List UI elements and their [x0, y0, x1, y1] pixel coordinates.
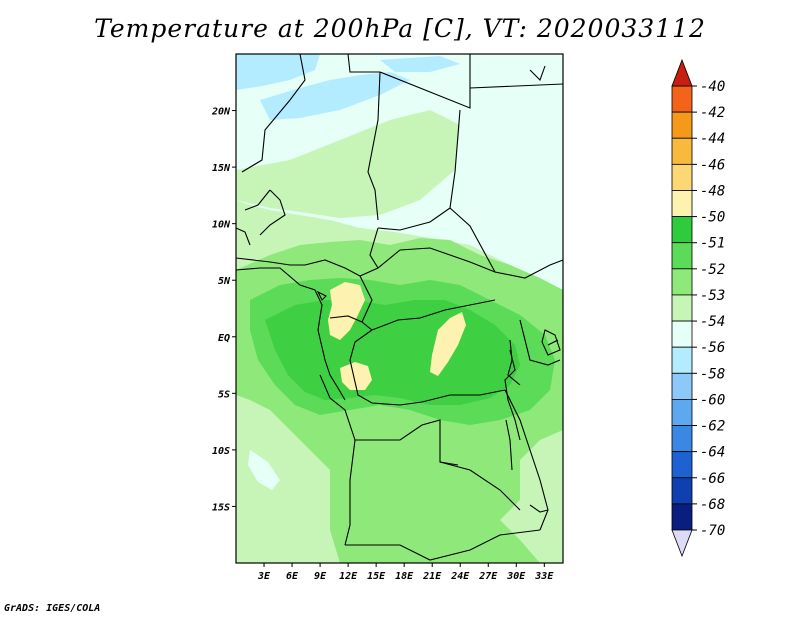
map-area	[235, 53, 564, 564]
lat-label: EQ	[218, 333, 230, 344]
colorbar-swatch	[671, 111, 693, 139]
field-band-50-blob-2	[340, 362, 372, 390]
lat-label: 20N	[211, 107, 231, 118]
colorbar-swatch	[671, 294, 693, 322]
colorbar-label: -60	[700, 392, 725, 408]
lon-label: 24E	[450, 571, 470, 582]
colorbar-swatch	[671, 190, 693, 217]
colorbar-swatch	[671, 216, 693, 244]
colorbar-swatch	[671, 320, 693, 348]
lat-label: 10N	[212, 220, 231, 231]
latitude-axis: 20N 15N 10N 5N EQ 5S 10S 15S	[211, 107, 236, 513]
field-band-58-patch-2	[260, 72, 410, 120]
colorbar-bottom-arrow	[671, 529, 693, 558]
field-band-54-streak	[236, 110, 460, 218]
lon-label: 21E	[422, 571, 442, 582]
field-band-58-patch-3	[380, 56, 460, 72]
field-band-58-patch	[236, 54, 320, 90]
field-band-50-blob-1	[328, 282, 365, 340]
colorbar-swatch	[671, 372, 693, 400]
lon-label: 9E	[314, 571, 327, 582]
colorbar-swatch	[671, 242, 693, 270]
lon-label: 6E	[286, 571, 299, 582]
colorbar-label: -44	[700, 131, 725, 147]
colorbar-swatch	[671, 451, 693, 479]
colorbar-label: -62	[700, 419, 725, 435]
coastlines	[235, 267, 561, 513]
lon-label: 30E	[506, 571, 526, 582]
colorbar-label: -54	[700, 314, 725, 330]
lat-label: 10S	[212, 446, 230, 457]
colorbar-label: -64	[700, 445, 725, 461]
grads-credit: GrADS: IGES/COLA	[4, 603, 101, 614]
map-frame	[235, 53, 564, 564]
colorbar-label: -51	[700, 236, 725, 252]
lat-label: 15N	[212, 163, 231, 174]
colorbar-label: -42	[700, 105, 725, 121]
colorbar-swatch	[671, 163, 693, 191]
colorbar-top-arrow	[671, 58, 693, 87]
lon-label: 3E	[257, 571, 271, 582]
colorbar: -40 -42 -44 -46 -48 -50 -51 -52 -53 -54 -56 -58 -60 -…	[671, 58, 725, 558]
colorbar-label: -52	[700, 262, 725, 278]
country-borders	[235, 53, 564, 561]
field-band-54-sw-patch	[248, 450, 280, 490]
longitude-axis: 3E 6E 9E 12E 15E 18E 21E 24E 27E 30E 33E	[257, 563, 554, 582]
colorbar-label: -58	[700, 366, 725, 382]
colorbar-swatch	[671, 85, 693, 113]
colorbar-label: -56	[700, 340, 725, 356]
lon-label: 12E	[339, 571, 358, 582]
lat-label: 15S	[212, 502, 230, 513]
colorbar-swatch	[671, 477, 693, 505]
colorbar-label: -70	[700, 523, 725, 539]
lat-label: 5S	[218, 389, 230, 400]
colorbar-label: -66	[700, 471, 725, 487]
map-title: Temperature at 200hPa [C], VT: 202003311…	[94, 14, 706, 43]
colorbar-label: -53	[700, 288, 725, 304]
colorbar-label: -40	[700, 79, 725, 95]
lat-label: 5N	[218, 276, 231, 287]
colorbar-swatch	[671, 503, 693, 531]
colorbar-swatch	[671, 137, 693, 165]
field-band-50-blob-3	[430, 312, 466, 376]
colorbar-swatch	[671, 399, 693, 426]
lon-label: 15E	[367, 571, 386, 582]
field-band-53-south	[330, 460, 540, 563]
colorbar-swatch	[671, 268, 693, 296]
colorbar-label: -50	[700, 210, 725, 226]
lon-label: 27E	[478, 571, 498, 582]
colorbar-swatch	[671, 346, 693, 374]
colorbar-label: -68	[700, 497, 725, 513]
lon-label: 18E	[395, 571, 414, 582]
colorbar-label: -46	[700, 157, 725, 173]
colorbar-swatch	[671, 425, 693, 453]
colorbar-label: -48	[700, 183, 725, 199]
lon-label: 33E	[534, 571, 554, 582]
